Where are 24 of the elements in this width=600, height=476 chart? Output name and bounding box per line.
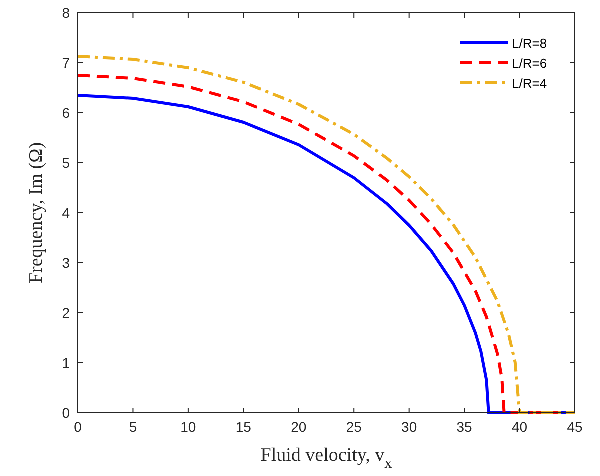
y-tick-label: 2 — [62, 305, 70, 321]
y-tick-label: 7 — [62, 55, 70, 71]
x-tick-label: 40 — [512, 419, 528, 435]
legend-label: L/R=4 — [512, 76, 548, 91]
legend-label: L/R=6 — [512, 56, 548, 71]
y-axis-title: Frequency, Im (Ω) — [26, 142, 47, 284]
y-tick-label: 8 — [62, 5, 70, 21]
x-tick-label: 45 — [567, 419, 583, 435]
x-axis-title: Fluid velocity, v$_{x}$ — [260, 445, 393, 472]
x-tick-label: 35 — [456, 419, 473, 435]
y-tick-label: 5 — [62, 155, 70, 171]
y-tick-label: 6 — [62, 105, 70, 121]
x-tick-label: 10 — [180, 419, 196, 435]
legend-label: L/R=8 — [512, 36, 548, 51]
y-tick-label: 4 — [62, 205, 70, 221]
x-tick-label: 20 — [291, 419, 307, 435]
y-tick-label: 3 — [62, 255, 70, 271]
y-tick-label: 1 — [62, 355, 70, 371]
x-tick-label: 30 — [402, 419, 418, 435]
x-tick-label: 25 — [346, 419, 362, 435]
x-tick-label: 15 — [236, 419, 252, 435]
x-tick-label: 5 — [129, 419, 138, 435]
x-tick-label: 0 — [74, 419, 82, 435]
y-tick-label: 0 — [62, 405, 70, 421]
